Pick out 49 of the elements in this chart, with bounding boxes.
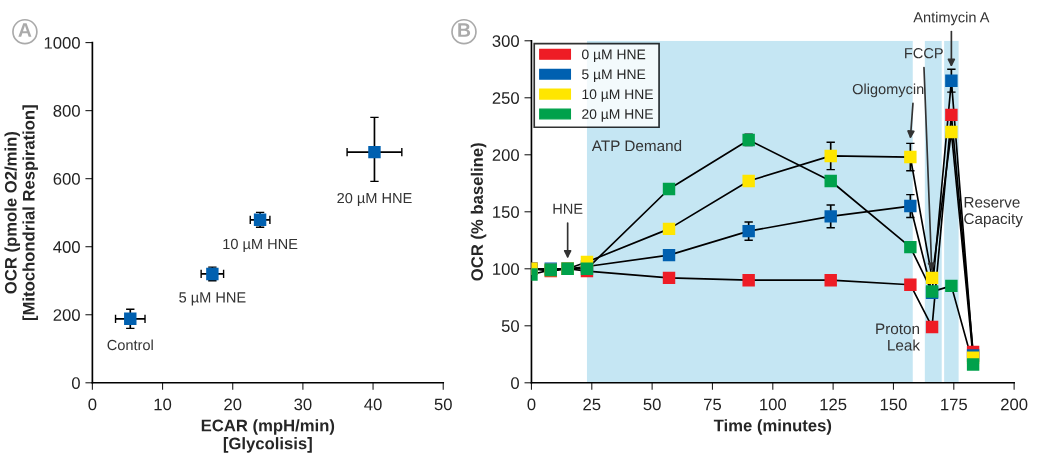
band-label: Proton Leak — [876, 323, 921, 351]
y-tick-label: 600 — [53, 173, 80, 185]
annotation: 5 µM HNE — [179, 292, 246, 306]
annotation: Antimycin A — [913, 11, 990, 26]
y-tick-label: 200 — [492, 149, 519, 161]
x-axis-title: ECAR (mpH/min) [Glycolisis] — [201, 419, 335, 453]
band-label: Reserve Capacity — [964, 196, 1023, 228]
x-tick-label: 30 — [294, 398, 312, 411]
x-tick-label: 100 — [760, 398, 787, 411]
text: B — [458, 23, 471, 37]
y-tick-label: 50 — [501, 320, 519, 332]
x-tick-label: 10 — [154, 398, 172, 411]
x-tick-label: 175 — [941, 398, 967, 411]
x-tick-label: 25 — [583, 398, 601, 411]
y-tick-label: 200 — [53, 309, 80, 321]
annotation: FCCP — [905, 48, 943, 59]
x-tick-label: 50 — [643, 398, 661, 411]
x-tick-label: 0 — [88, 398, 97, 411]
x-axis-title: Time (minutes) — [713, 419, 832, 435]
annotation: Oligomycin — [852, 83, 924, 98]
x-tick-label: 125 — [820, 398, 847, 411]
text: A — [18, 23, 32, 37]
x-tick-label: 50 — [434, 398, 452, 411]
annotation: HNE — [553, 203, 583, 214]
y-axis-title: OCR (pmole O2/min) [Mitochondrial Respiration] — [4, 105, 38, 321]
x-tick-label: 0 — [527, 398, 536, 411]
x-tick-label: 75 — [704, 398, 722, 411]
y-tick-label: 300 — [492, 35, 519, 47]
annotation: 10 µM HNE — [223, 238, 298, 253]
legend-label: 0 µM HNE — [582, 49, 646, 63]
y-tick-label: 0 — [71, 377, 80, 389]
y-tick-label: 150 — [493, 206, 519, 218]
x-tick-label: 40 — [364, 398, 382, 411]
annotation: 20 µM HNE — [337, 192, 412, 207]
y-tick-label: 100 — [493, 263, 519, 275]
legend-label: 5 µM HNE — [582, 69, 646, 82]
y-tick-label: 0 — [511, 377, 519, 389]
x-tick-label: 20 — [224, 398, 242, 411]
y-tick-label: 400 — [53, 241, 80, 253]
legend-label: 20 µM HNE — [582, 109, 653, 122]
legend-label: 10 µM HNE — [582, 89, 653, 102]
annotation: Control — [107, 339, 153, 351]
x-tick-label: 200 — [1001, 398, 1028, 411]
y-tick-label: 250 — [492, 92, 519, 104]
y-tick-label: 1000 — [44, 36, 80, 49]
x-tick-label: 150 — [880, 398, 907, 411]
band-label: ATP Demand — [591, 139, 682, 152]
y-axis-title: OCR (% baseline) — [470, 143, 487, 281]
y-tick-label: 800 — [53, 105, 80, 117]
